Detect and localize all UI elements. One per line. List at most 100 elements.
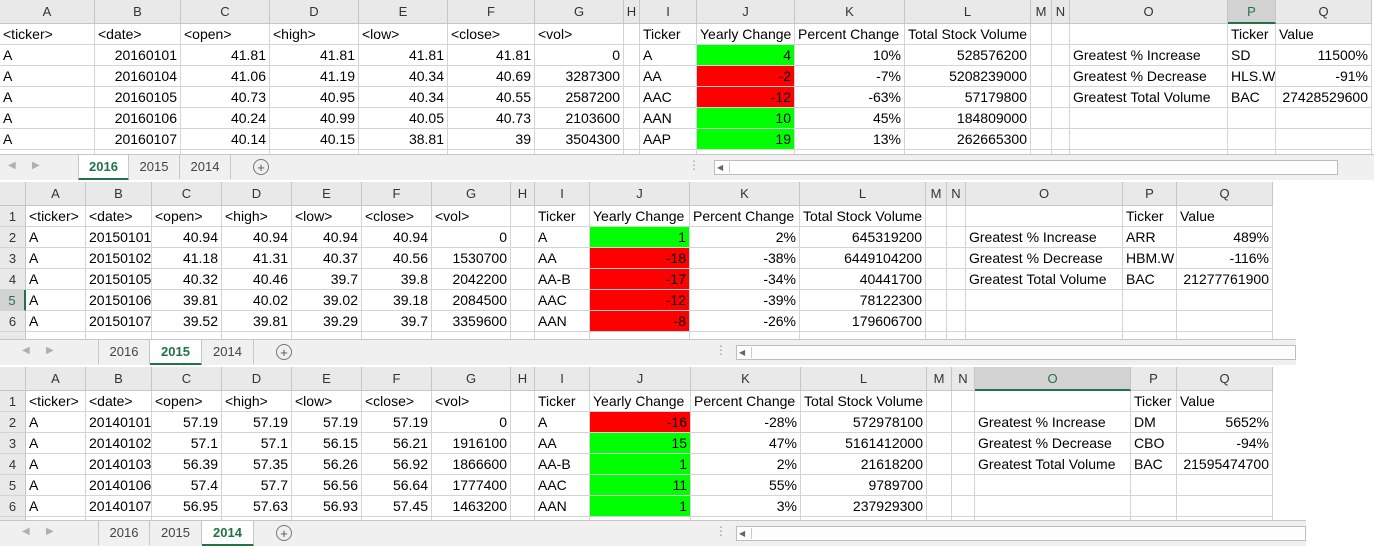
- header-cell[interactable]: Yearly Change: [590, 391, 691, 412]
- data-cell[interactable]: A: [0, 45, 95, 66]
- scroll-tabs-left-icon[interactable]: ◀: [22, 526, 30, 537]
- summary-value-cell[interactable]: 5652%: [1177, 412, 1273, 433]
- summary-label-cell[interactable]: Greatest % Increase: [1070, 45, 1228, 66]
- yearly-change-cell[interactable]: -8: [590, 311, 690, 332]
- data-cell[interactable]: 56.21: [362, 433, 432, 454]
- header-cell[interactable]: [511, 391, 535, 412]
- data-cell[interactable]: 56.64: [362, 475, 432, 496]
- column-header-d[interactable]: D: [222, 367, 292, 391]
- data-cell[interactable]: 0: [432, 227, 511, 248]
- header-cell[interactable]: Percent Change: [691, 391, 801, 412]
- summary-value-cell[interactable]: 21277761900: [1177, 269, 1273, 290]
- data-cell[interactable]: AA: [535, 433, 590, 454]
- header-cell[interactable]: [1031, 24, 1052, 45]
- data-cell[interactable]: 40.05: [359, 108, 448, 129]
- cell[interactable]: [952, 412, 975, 433]
- row-header-6[interactable]: 6: [0, 496, 26, 517]
- data-cell[interactable]: 184809000: [905, 108, 1031, 129]
- cell[interactable]: [947, 227, 966, 248]
- summary-ticker-cell[interactable]: HBM.W: [1123, 248, 1177, 269]
- data-cell[interactable]: 40.73: [181, 87, 270, 108]
- cell[interactable]: [927, 496, 952, 517]
- data-cell[interactable]: 2587200: [535, 87, 624, 108]
- data-cell[interactable]: 179606700: [800, 311, 926, 332]
- cell[interactable]: [1177, 475, 1273, 496]
- summary-value-cell[interactable]: -116%: [1177, 248, 1273, 269]
- cell[interactable]: [926, 290, 947, 311]
- data-cell[interactable]: 56.56: [292, 475, 362, 496]
- header-cell[interactable]: [947, 206, 966, 227]
- data-cell[interactable]: A: [26, 290, 86, 311]
- summary-label-cell[interactable]: Greatest % Decrease: [1070, 66, 1228, 87]
- data-cell[interactable]: 57.19: [152, 412, 222, 433]
- header-cell[interactable]: <date>: [86, 391, 152, 412]
- column-header-e[interactable]: E: [292, 367, 362, 391]
- data-cell[interactable]: [511, 454, 535, 475]
- data-cell[interactable]: [511, 269, 535, 290]
- column-header-p[interactable]: P: [1131, 367, 1177, 391]
- data-cell[interactable]: 3359600: [432, 311, 511, 332]
- data-cell[interactable]: 1916100: [432, 433, 511, 454]
- column-header-b[interactable]: B: [86, 182, 152, 206]
- cell[interactable]: [927, 412, 952, 433]
- summary-ticker-cell[interactable]: BAC: [1131, 454, 1177, 475]
- cell[interactable]: [1177, 496, 1273, 517]
- header-cell[interactable]: [926, 206, 947, 227]
- column-header-n[interactable]: N: [1052, 0, 1070, 24]
- data-cell[interactable]: 3504300: [535, 129, 624, 150]
- yearly-change-cell[interactable]: 15: [590, 433, 691, 454]
- cell[interactable]: [1031, 108, 1052, 129]
- data-cell[interactable]: 41.81: [448, 45, 535, 66]
- data-cell[interactable]: 237929300: [801, 496, 927, 517]
- cell[interactable]: [1031, 66, 1052, 87]
- data-cell[interactable]: 57179800: [905, 87, 1031, 108]
- data-cell[interactable]: 20140107: [86, 496, 152, 517]
- column-header-q[interactable]: Q: [1276, 0, 1372, 24]
- data-cell[interactable]: [511, 227, 535, 248]
- cell[interactable]: [1276, 108, 1372, 129]
- data-cell[interactable]: 572978100: [801, 412, 927, 433]
- summary-value-cell[interactable]: 489%: [1177, 227, 1273, 248]
- data-cell[interactable]: 57.19: [222, 412, 292, 433]
- row-header-2[interactable]: 2: [0, 412, 26, 433]
- data-cell[interactable]: 40.32: [152, 269, 222, 290]
- data-cell[interactable]: 41.31: [222, 248, 292, 269]
- cell[interactable]: [1228, 108, 1276, 129]
- data-cell[interactable]: -38%: [690, 248, 800, 269]
- header-cell[interactable]: Value: [1177, 391, 1273, 412]
- column-header-c[interactable]: C: [152, 367, 222, 391]
- row-header-2[interactable]: 2: [0, 227, 26, 248]
- data-cell[interactable]: 20140101: [86, 412, 152, 433]
- cell[interactable]: [1052, 87, 1070, 108]
- data-cell[interactable]: 40.73: [448, 108, 535, 129]
- data-cell[interactable]: 20140106: [86, 475, 152, 496]
- column-header-a[interactable]: A: [26, 182, 86, 206]
- header-cell[interactable]: <low>: [292, 391, 362, 412]
- scroll-tabs-right-icon[interactable]: ▶: [46, 526, 54, 537]
- data-cell[interactable]: -26%: [690, 311, 800, 332]
- header-cell[interactable]: <vol>: [432, 206, 511, 227]
- split-handle-icon[interactable]: ⋮: [715, 343, 727, 357]
- data-cell[interactable]: 20150102: [86, 248, 152, 269]
- data-cell[interactable]: 45%: [795, 108, 905, 129]
- data-cell[interactable]: 1866600: [432, 454, 511, 475]
- summary-ticker-cell[interactable]: CBO: [1131, 433, 1177, 454]
- header-cell[interactable]: Yearly Change: [590, 206, 690, 227]
- summary-ticker-cell[interactable]: BAC: [1228, 87, 1276, 108]
- column-header-k[interactable]: K: [690, 182, 800, 206]
- split-handle-icon[interactable]: ⋮: [688, 158, 700, 172]
- scroll-tabs-left-icon[interactable]: ◀: [22, 345, 30, 356]
- data-cell[interactable]: 40.99: [270, 108, 359, 129]
- header-cell[interactable]: <ticker>: [26, 206, 86, 227]
- data-cell[interactable]: 20150105: [86, 269, 152, 290]
- summary-label-cell[interactable]: Greatest Total Volume: [1070, 87, 1228, 108]
- scroll-left-arrow-icon[interactable]: ◀: [717, 163, 724, 172]
- horizontal-scrollbar[interactable]: ◀: [714, 160, 1338, 175]
- header-cell[interactable]: Percent Change: [690, 206, 800, 227]
- column-header-m[interactable]: M: [926, 182, 947, 206]
- data-cell[interactable]: -39%: [690, 290, 800, 311]
- cell[interactable]: [1031, 129, 1052, 150]
- data-cell[interactable]: 40.55: [448, 87, 535, 108]
- cell[interactable]: [926, 311, 947, 332]
- summary-value-cell[interactable]: -94%: [1177, 433, 1273, 454]
